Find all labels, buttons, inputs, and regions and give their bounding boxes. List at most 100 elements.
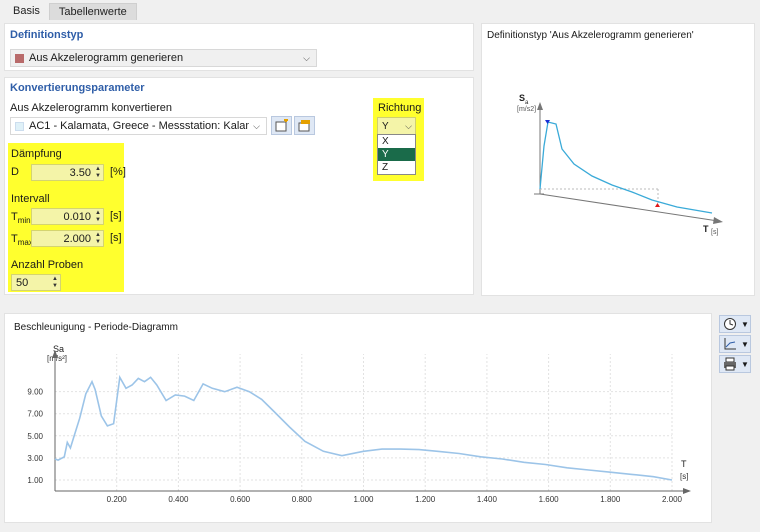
edit-icon (298, 120, 310, 132)
preview-marker-top (545, 120, 550, 124)
preview-x-unit: [s] (711, 229, 718, 236)
definitionstyp-panel: Definitionstyp Aus Akzelerogramm generie… (4, 23, 474, 71)
source-swatch (15, 121, 24, 131)
x-tick-label: 0.800 (292, 495, 313, 504)
preview-diagram: S a [m/s2] T [s] (517, 93, 723, 236)
diagram-x-label: T (681, 459, 687, 469)
daempfung-value: 3.50 (69, 166, 91, 179)
new-accelerogram-button[interactable] (271, 116, 292, 135)
x-axis-arrow (683, 488, 691, 494)
chevron-down-icon: ⌵ (253, 120, 260, 131)
definitionstyp-title: Definitionstyp (10, 29, 84, 41)
y-tick-label: 3.00 (27, 454, 43, 463)
preview-x-arrow (713, 217, 723, 224)
tmax-value: 2.000 (63, 232, 91, 245)
tmax-input[interactable]: 2.000 ▲ ▼ (31, 230, 104, 247)
tmin-symbol: T (11, 211, 18, 223)
x-tick-label: 0.600 (230, 495, 251, 504)
tmin-value: 0.010 (63, 210, 91, 223)
chevron-down-icon: ▼ (741, 319, 749, 329)
preview-title: Definitionstyp 'Aus Akzelerogramm generi… (487, 30, 694, 41)
intervall-title: Intervall (11, 193, 50, 205)
spin-arrows-icon[interactable]: ▲ ▼ (95, 232, 101, 245)
diagram-panel: Beschleunigung - Periode-Diagramm Sa [m/… (4, 313, 712, 523)
preview-curve (539, 121, 713, 214)
tmax-sub: max (17, 238, 33, 248)
clock-tool-button[interactable]: ▼ (719, 315, 751, 333)
richtung-dropdown: X Y Z (377, 134, 416, 175)
print-icon (724, 357, 736, 371)
richtung-value: Y (382, 120, 389, 132)
edit-accelerogram-button[interactable] (294, 116, 315, 135)
preview-marker-red (655, 203, 660, 207)
preview-x-label: T (703, 224, 709, 234)
y-tick-label: 1.00 (27, 476, 43, 485)
konvertierung-panel: Konvertierungsparameter Aus Akzelerogram… (4, 77, 474, 295)
tmax-symbol: T (11, 233, 18, 245)
spin-arrows-icon[interactable]: ▲ ▼ (95, 210, 101, 223)
preview-y-unit: [m/s2] (517, 106, 536, 113)
x-tick-label: 1.000 (353, 495, 374, 504)
akzelerogramm-select[interactable]: AC1 - Kalamata, Greece - Messstation: Ka… (10, 117, 267, 135)
new-icon (275, 119, 288, 132)
tmin-unit: [s] (110, 210, 122, 222)
diagram-y-unit: [m/s²] (47, 354, 67, 363)
chevron-down-icon: ⌵ (303, 52, 310, 63)
definitionstyp-value: Aus Akzelerogramm generieren (29, 52, 184, 64)
y-tick-label: 9.00 (27, 388, 43, 397)
preview-x-axis (539, 193, 719, 222)
clock-icon (724, 318, 736, 330)
tmax-unit: [s] (110, 232, 122, 244)
source-label: Aus Akzelerogramm konvertieren (10, 102, 173, 114)
diagram-y-label: Sa (53, 344, 64, 354)
tmin-sub: min (17, 216, 31, 226)
richtung-label: Richtung (378, 102, 422, 114)
anzahl-input[interactable]: 50 ▲ ▼ (11, 274, 61, 291)
chevron-down-icon: ⌵ (405, 120, 412, 131)
x-tick-label: 1.400 (477, 495, 498, 504)
definitionstyp-swatch (15, 53, 24, 63)
x-tick-label: 0.200 (107, 495, 128, 504)
richtung-option-z[interactable]: Z (382, 162, 389, 173)
konvertierung-title: Konvertierungsparameter (10, 82, 145, 94)
tab-tabellenwerte[interactable]: Tabellenwerte (48, 3, 137, 20)
x-tick-label: 1.600 (539, 495, 560, 504)
diagram-chart: Sa [m/s²] T [s] 0.200 0.400 0.600 0.800 1.00… (27, 344, 691, 504)
preview-y-sub: a (525, 100, 529, 106)
spin-arrows-icon[interactable]: ▲ ▼ (95, 166, 101, 179)
tmax-label: Tmax (11, 233, 33, 247)
x-tick-label: 1.200 (415, 495, 436, 504)
preview-y-label: S (519, 93, 525, 103)
diagram-title: Beschleunigung - Periode-Diagramm (14, 322, 178, 333)
series-line (54, 374, 673, 481)
richtung-option-y[interactable]: Y (378, 148, 415, 161)
definitionstyp-select[interactable]: Aus Akzelerogramm generieren ⌵ (10, 49, 317, 67)
y-tick-label: 5.00 (27, 432, 43, 441)
anzahl-value: 50 (16, 276, 29, 289)
chevron-down-icon: ▼ (741, 359, 749, 369)
axis-tool-button[interactable]: ▼ (719, 335, 751, 353)
axis-icon (724, 338, 736, 350)
y-tick-label: 7.00 (27, 410, 43, 419)
richtung-option-x[interactable]: X (382, 136, 389, 147)
preview-y-arrow (537, 102, 543, 110)
daempfung-title: Dämpfung (11, 148, 62, 160)
y-axis-arrow (52, 350, 58, 358)
tmin-input[interactable]: 0.010 ▲ ▼ (31, 208, 104, 225)
daempfung-unit: [%] (110, 166, 126, 178)
richtung-select[interactable]: Y ⌵ (377, 117, 416, 135)
x-tick-label: 2.000 (662, 495, 683, 504)
source-value: AC1 - Kalamata, Greece - Messstation: Ka… (29, 120, 249, 132)
daempfung-symbol: D (11, 166, 19, 178)
daempfung-input[interactable]: 3.50 ▲ ▼ (31, 164, 104, 181)
spin-arrows-icon[interactable]: ▲ ▼ (52, 276, 58, 289)
tmin-label: Tmin (11, 211, 31, 225)
chevron-down-icon: ▼ (741, 339, 749, 349)
diagram-x-unit: [s] (680, 472, 688, 481)
x-tick-label: 1.800 (600, 495, 621, 504)
anzahl-title: Anzahl Proben (11, 259, 84, 271)
tab-basis[interactable]: Basis (13, 5, 40, 17)
x-tick-label: 0.400 (168, 495, 189, 504)
print-tool-button[interactable]: ▼ (719, 355, 751, 373)
tab-bar: Basis Tabellenwerte (4, 3, 137, 20)
